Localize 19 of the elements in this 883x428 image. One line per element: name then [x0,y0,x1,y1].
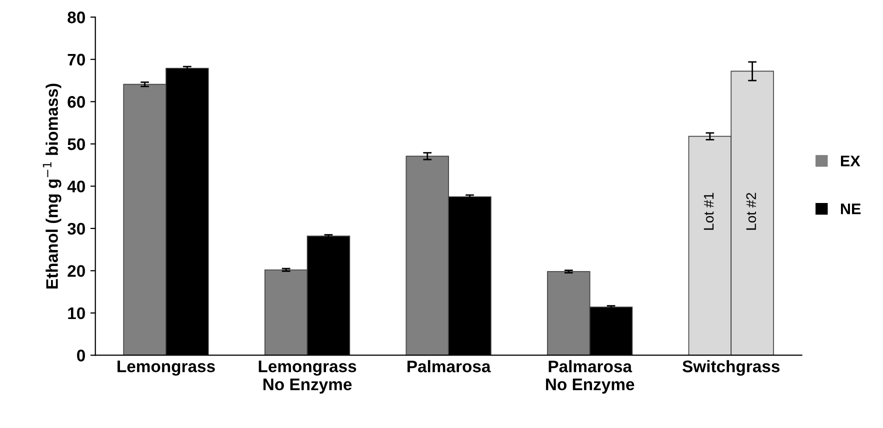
x-tick-label: Lemongrass No Enzyme [258,360,356,394]
y-tick-label: 80 [68,12,85,24]
legend-label: EX [840,156,860,166]
x-tick-label: Palmarosa No Enzyme [546,360,634,394]
y-tick-label: 0 [77,350,85,362]
y-axis-title: Ethanol (mg g$^{−1}$ biomass) [42,84,62,288]
y-tick-label: 60 [68,96,85,108]
y-tick-label: 50 [68,138,85,150]
annotation: Lot #1 [704,192,714,230]
y-tick-label: 10 [68,307,85,320]
y-tick-label: 20 [68,265,85,277]
y-tick-label: 40 [67,180,85,192]
x-tick-label: Switchgrass [682,360,780,376]
x-tick-label: Palmarosa [408,360,491,372]
x-tick-label: Lemongrass [118,360,215,376]
annotation: Lot #2 [746,192,756,230]
y-tick-label: 70 [68,54,85,66]
y-tick-label: 30 [67,222,85,235]
legend-label: NE [840,204,861,214]
